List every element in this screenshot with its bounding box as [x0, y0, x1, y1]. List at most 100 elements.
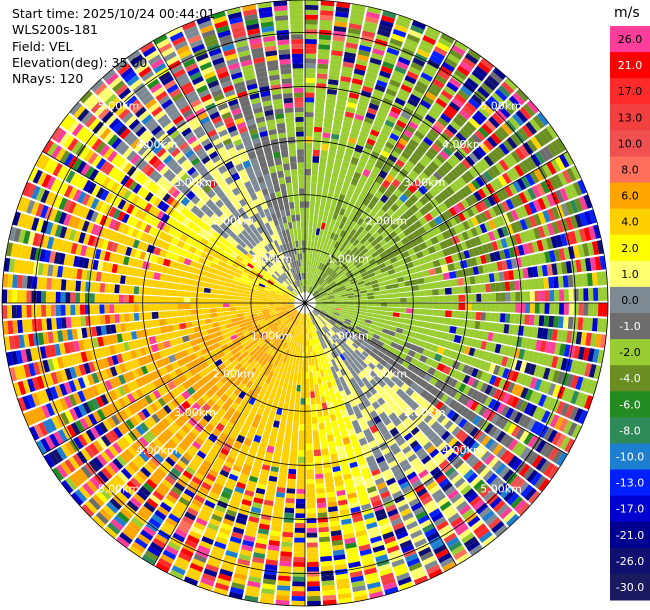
range-gate [275, 309, 283, 313]
range-gate [529, 377, 538, 389]
range-gate [206, 345, 215, 353]
range-gate [410, 239, 419, 248]
range-gate [323, 368, 329, 376]
range-gate [480, 450, 492, 463]
range-gate [329, 520, 341, 527]
range-gate [186, 406, 197, 417]
range-gate [10, 351, 19, 365]
range-gate [477, 447, 488, 459]
range-gate [558, 343, 566, 356]
range-gate [377, 277, 385, 283]
range-gate [395, 141, 406, 151]
range-gate [193, 521, 206, 531]
range-gate [102, 357, 110, 368]
range-gate [378, 133, 389, 141]
range-gate [289, 357, 294, 365]
range-gate [263, 499, 274, 507]
range-gate [454, 370, 462, 380]
range-gate [346, 364, 354, 372]
range-gate [570, 359, 578, 374]
range-gate [471, 378, 480, 389]
range-gate [534, 253, 542, 265]
range-gate [145, 279, 154, 287]
range-gate [234, 568, 249, 576]
range-gate [445, 303, 453, 310]
range-gate [361, 299, 368, 303]
range-gate [380, 572, 395, 581]
range-gate [305, 194, 310, 202]
range-gate [429, 407, 439, 417]
range-gate [315, 299, 323, 302]
range-gate [419, 122, 431, 132]
range-gate [318, 255, 323, 263]
range-gate [401, 269, 410, 276]
range-gate [104, 346, 112, 357]
range-gate [164, 289, 172, 296]
range-gate [364, 319, 372, 324]
range-gate [348, 325, 356, 331]
range-gate [311, 339, 314, 346]
range-gate [335, 6, 350, 13]
range-gate [347, 251, 354, 259]
range-gate [116, 333, 123, 343]
range-gate [447, 263, 456, 272]
range-gate [420, 424, 430, 434]
range-gate [17, 319, 23, 334]
range-gate [80, 351, 88, 363]
range-gate [480, 254, 487, 264]
range-gate [312, 227, 317, 235]
range-gate [182, 355, 192, 364]
range-gate [475, 391, 484, 403]
range-gate [230, 401, 239, 411]
range-gate [280, 551, 292, 557]
range-gate [305, 19, 318, 25]
range-gate [363, 337, 371, 344]
range-gate [412, 291, 420, 297]
range-gate [386, 47, 400, 56]
range-gate [63, 381, 73, 395]
range-gate [467, 515, 481, 528]
range-gate [491, 92, 504, 105]
range-gate [142, 525, 156, 537]
range-gate [315, 306, 322, 310]
range-gate [475, 502, 489, 515]
range-gate [433, 410, 443, 421]
range-gate [322, 461, 332, 469]
range-gate [413, 303, 420, 309]
range-gate [313, 241, 318, 248]
range-gate [361, 558, 375, 566]
range-gate [336, 281, 344, 287]
range-gate [553, 174, 564, 188]
range-gate [193, 326, 201, 333]
range-gate [301, 385, 305, 392]
range-gate [250, 471, 260, 479]
range-gate [205, 527, 218, 536]
range-gate [336, 340, 343, 347]
range-gate [374, 190, 384, 200]
range-gate [542, 210, 551, 223]
range-gate [549, 250, 556, 263]
range-gate [464, 140, 475, 152]
range-gate [276, 594, 290, 601]
range-gate [116, 536, 130, 549]
range-gate [145, 287, 153, 295]
range-gate [476, 482, 489, 495]
range-gate [225, 436, 236, 446]
range-gate [26, 394, 36, 409]
range-gate [496, 261, 503, 271]
range-gate [289, 455, 297, 463]
range-gate [374, 254, 382, 262]
range-gate [155, 486, 167, 497]
range-gate [216, 303, 223, 308]
range-gate [133, 473, 145, 485]
range-gate [321, 236, 326, 244]
range-gate [399, 222, 408, 231]
range-gate [410, 116, 421, 126]
range-gate [248, 297, 256, 301]
range-gate [333, 470, 342, 477]
range-gate [135, 388, 144, 399]
range-gate [148, 517, 162, 529]
range-gate [70, 280, 77, 291]
range-gate [358, 493, 369, 502]
range-gate [495, 292, 501, 302]
